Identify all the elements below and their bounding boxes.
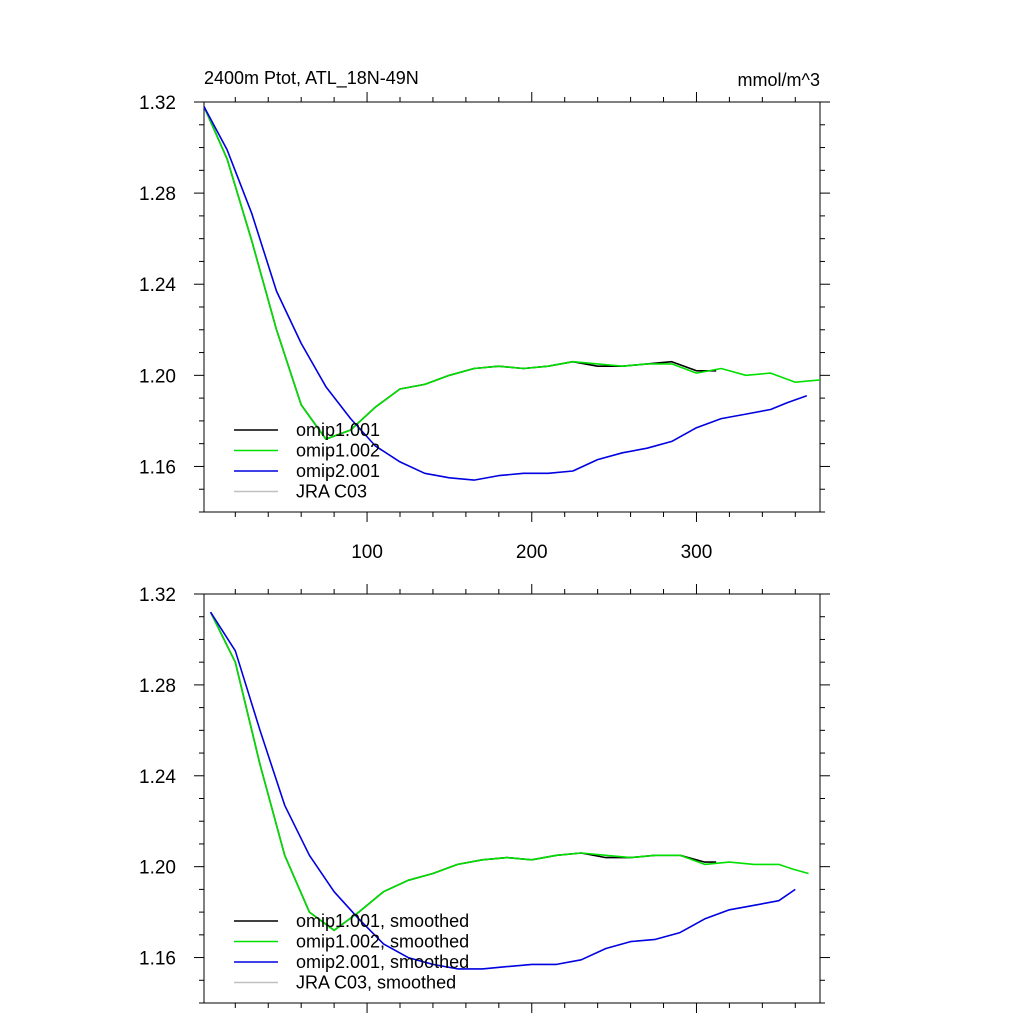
y-tick-label: 1.16 bbox=[139, 949, 176, 970]
x-tick-label: 100 bbox=[351, 542, 383, 563]
series-line-1 bbox=[203, 106, 717, 440]
y-tick-label: 1.28 bbox=[139, 676, 176, 697]
x-tick-label: 200 bbox=[516, 542, 548, 563]
y-tick-label: 1.32 bbox=[139, 585, 176, 606]
y-tick-label: 1.28 bbox=[139, 184, 176, 205]
legend-label-2: omip1.002 bbox=[296, 441, 380, 461]
legend-label-4: JRA C03, smoothed bbox=[296, 973, 456, 993]
y-tick-label: 1.24 bbox=[139, 275, 176, 296]
series-line-2 bbox=[203, 106, 821, 440]
x-tick-label: 300 bbox=[681, 542, 713, 563]
legend-label-4: JRA C03 bbox=[296, 482, 367, 502]
series-line-3 bbox=[203, 106, 808, 481]
series-line-1 bbox=[209, 611, 717, 932]
legend-label-1: omip1.001, smoothed bbox=[296, 911, 469, 931]
y-tick-label: 1.32 bbox=[139, 93, 176, 114]
legend-label-3: omip2.001 bbox=[296, 461, 380, 481]
units-label: mmol/m^3 bbox=[738, 70, 820, 90]
series-line-3 bbox=[209, 611, 796, 970]
chart-title: 2400m Ptot, ATL_18N-49N bbox=[204, 68, 419, 89]
series-line-2 bbox=[209, 611, 809, 932]
y-tick-label: 1.20 bbox=[139, 858, 176, 879]
y-tick-label: 1.24 bbox=[139, 767, 176, 788]
legend-label-3: omip2.001, smoothed bbox=[296, 952, 469, 972]
y-tick-label: 1.16 bbox=[139, 457, 176, 478]
legend-label-1: omip1.001 bbox=[296, 420, 380, 440]
y-tick-label: 1.20 bbox=[139, 366, 176, 387]
legend-label-2: omip1.002, smoothed bbox=[296, 932, 469, 952]
